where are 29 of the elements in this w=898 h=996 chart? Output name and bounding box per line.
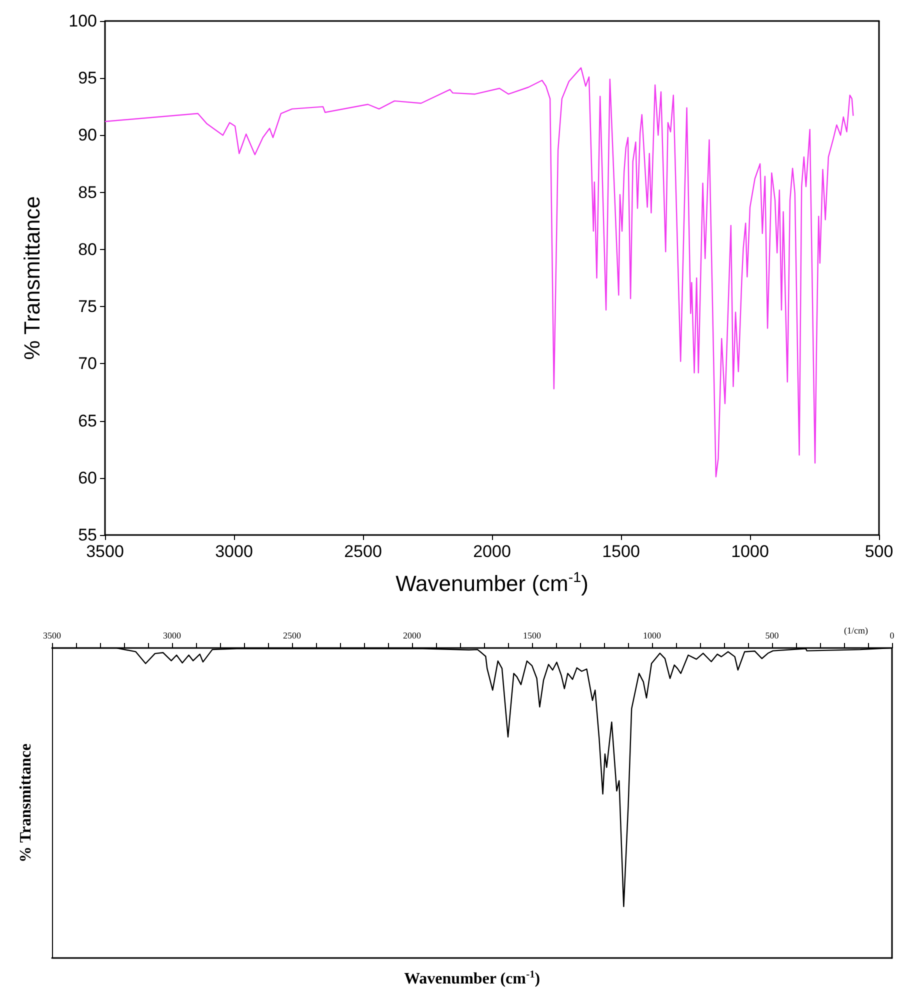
y-tick-label: 75: [78, 297, 97, 316]
x-tick-label: 3500: [86, 542, 124, 561]
x-tick-label: 2000: [403, 630, 422, 640]
y-tick-label: 55: [78, 526, 97, 544]
x-tick-label: 1500: [602, 542, 640, 561]
x-tick-label: 2000: [473, 542, 511, 561]
y-tick-label: 60: [78, 468, 97, 488]
x-tick-label: 500: [765, 630, 780, 640]
y-axis-title: % Transmittance: [18, 744, 34, 862]
y-tick-label: 100: [68, 12, 97, 30]
y-tick-label: 85: [78, 182, 97, 202]
y-tick-label: 90: [78, 126, 97, 145]
text: (1/cm): [844, 626, 868, 636]
x-tick-label: 3500: [43, 630, 62, 640]
x-tick-label: 1000: [731, 542, 769, 561]
y-axis-title: % Transmittance: [20, 196, 44, 360]
x-tick-label: 3000: [215, 542, 253, 561]
x-tick-label: 3000: [163, 630, 182, 640]
x-tick-label: 1500: [523, 630, 542, 640]
x-tick-label: 500: [864, 542, 894, 561]
y-tick-label: 70: [78, 354, 97, 374]
x-tick-label: 2500: [283, 630, 302, 640]
y-tick-label: 95: [78, 68, 97, 88]
x-tick-label: 1000: [643, 630, 662, 640]
x-tick-label: 2500: [344, 542, 382, 561]
x-tick-label: 0: [890, 630, 895, 640]
y-tick-label: 65: [78, 411, 97, 430]
line-series: [104, 67, 854, 478]
y-tick-label: 80: [78, 240, 97, 259]
